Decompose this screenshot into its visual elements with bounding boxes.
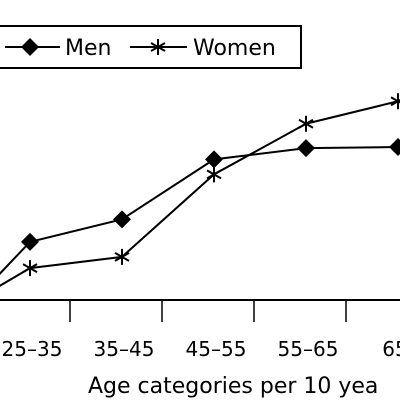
x-tick-label-25-35: 25–35 bbox=[2, 337, 63, 361]
legend-women-asterisk-marker bbox=[150, 39, 166, 55]
legend-men-label: Men bbox=[65, 36, 111, 61]
women-point-25-35 bbox=[22, 260, 38, 277]
x-axis-label: Age categories per 10 yea bbox=[88, 374, 378, 399]
women-point-55-65 bbox=[298, 115, 314, 132]
x-tick-label-55-65: 55–65 bbox=[278, 337, 339, 361]
men-point-25-35 bbox=[21, 232, 39, 251]
legend-women-label: Women bbox=[193, 36, 276, 61]
men-point-35-45 bbox=[113, 210, 131, 229]
x-tick-label-45-55: 45–55 bbox=[186, 337, 247, 361]
men-point-55-65 bbox=[297, 139, 315, 158]
x-ticks: 25–35 35–45 45–55 55–65 65– bbox=[2, 300, 400, 361]
women-point-45-55 bbox=[206, 166, 222, 183]
men-point-45-55 bbox=[205, 150, 223, 169]
women-point-35-45 bbox=[114, 248, 130, 265]
legend: Men Women bbox=[0, 25, 302, 69]
x-tick-label-65: 65– bbox=[382, 337, 400, 361]
series-line-women bbox=[0, 100, 399, 287]
legend-men-diamond-marker bbox=[21, 38, 39, 56]
x-tick-label-35-45: 35–45 bbox=[94, 337, 155, 361]
men-point-65 bbox=[389, 138, 400, 156]
series-layer bbox=[0, 93, 400, 287]
women-point-65 bbox=[390, 93, 400, 110]
series-line-men bbox=[0, 146, 399, 275]
